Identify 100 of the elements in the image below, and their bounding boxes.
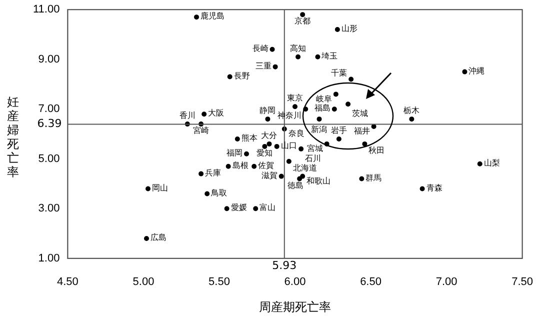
point [334, 27, 340, 32]
point [286, 158, 292, 164]
point [336, 136, 342, 142]
x-tick-label: 4.50 [57, 276, 78, 288]
series-label: 新潟 [311, 125, 328, 134]
point [274, 144, 280, 149]
x-tick-label: 7.00 [436, 276, 458, 288]
point [234, 136, 240, 142]
series-label: 福島 [314, 104, 330, 113]
point [244, 151, 250, 156]
series-label: 山梨 [484, 158, 500, 168]
y-tick-label: 1.00 [38, 252, 60, 264]
series-label: 香川 [179, 111, 196, 120]
series-label: 群馬 [366, 173, 382, 182]
point [348, 76, 354, 82]
point [462, 69, 468, 74]
series-label: 福井 [354, 126, 370, 136]
series-label: 高知 [290, 44, 306, 53]
series-label: 奈良 [288, 129, 304, 138]
point [194, 14, 200, 20]
point [362, 141, 368, 146]
point [346, 102, 351, 107]
series-label: 北海道 [292, 163, 317, 172]
point [266, 141, 272, 146]
series-label: 徳島 [288, 180, 304, 190]
series-label: 長野 [234, 71, 250, 80]
point [315, 54, 320, 60]
series-label: 青森 [426, 183, 442, 192]
series-label: 石川 [305, 154, 322, 164]
series-label: 和歌山 [306, 176, 331, 186]
series-label: 東京 [287, 94, 304, 103]
series-label: 愛知 [256, 148, 273, 158]
series-label: 岩手 [330, 126, 347, 136]
series-label: 島根 [232, 160, 248, 170]
y-tick-label: 11.00 [32, 4, 60, 16]
point [144, 236, 150, 241]
series-label: 沖縄 [468, 66, 485, 76]
x-tick-label: 5.50 [208, 276, 230, 288]
series-label: 宮崎 [193, 126, 210, 136]
series-label: 佐賀 [258, 160, 274, 170]
series-label: 茨城 [352, 109, 368, 118]
y-tick-label: 9.00 [38, 53, 60, 66]
point [265, 116, 270, 122]
series-label: 兵庫 [205, 168, 222, 178]
series-label: 千葉 [331, 68, 348, 78]
point [204, 191, 210, 196]
point [202, 112, 207, 117]
y-tick-label: 3.00 [38, 202, 60, 215]
series-label: 静岡 [260, 106, 276, 116]
series-label: 広島 [150, 233, 167, 242]
x-tick-label: 5.00 [132, 276, 154, 288]
series-label: 大阪 [208, 108, 224, 118]
point [226, 164, 231, 169]
series-label: 鳥取 [210, 188, 228, 198]
series-label: 鹿児島 [200, 12, 225, 21]
series-label: 大分 [261, 131, 278, 140]
y-tick-label: 7.00 [38, 103, 60, 116]
point [316, 116, 322, 122]
series-label: 三重 [255, 61, 272, 70]
series-label: 福岡 [226, 148, 243, 158]
series-label: 秋田 [368, 146, 385, 156]
y-tick-label: 5.00 [38, 152, 60, 165]
y-axis-title: 妊産婦死亡率 [6, 95, 20, 179]
point [332, 106, 337, 112]
point [300, 174, 306, 179]
point [333, 92, 338, 97]
point [224, 206, 230, 212]
point [298, 146, 304, 152]
x-tick-label: 6.50 [360, 276, 382, 288]
point [227, 74, 232, 80]
ref-line-label: 6.39 [37, 117, 62, 130]
point [297, 176, 302, 182]
series-label: 熊本 [241, 134, 258, 143]
x-tick-label: 6.00 [284, 276, 306, 288]
point [272, 64, 278, 70]
point [146, 186, 151, 192]
series-label: 京都 [294, 16, 311, 26]
point [278, 174, 284, 179]
series-label: 滋賀 [261, 170, 278, 180]
point [296, 54, 301, 60]
point [292, 104, 298, 110]
point [409, 116, 414, 122]
series-label: 岡山 [152, 183, 168, 192]
ref-line-label: 5.93 [272, 258, 297, 272]
series-label: 愛媛 [230, 203, 247, 212]
series-label: 栃木 [404, 106, 420, 116]
x-axis-title: 周産期死亡率 [259, 300, 332, 314]
point [198, 171, 204, 176]
point [262, 144, 268, 149]
series-label: 長崎 [252, 44, 268, 53]
point [252, 164, 257, 169]
point [359, 176, 364, 182]
series-label: 岐阜 [316, 94, 332, 104]
x-tick-label: 7.50 [512, 276, 534, 288]
series-label: 宮城 [306, 144, 323, 154]
point [253, 206, 258, 212]
point [420, 186, 425, 192]
point [270, 46, 275, 52]
series-label: 埼玉 [320, 51, 338, 60]
point [477, 161, 482, 166]
